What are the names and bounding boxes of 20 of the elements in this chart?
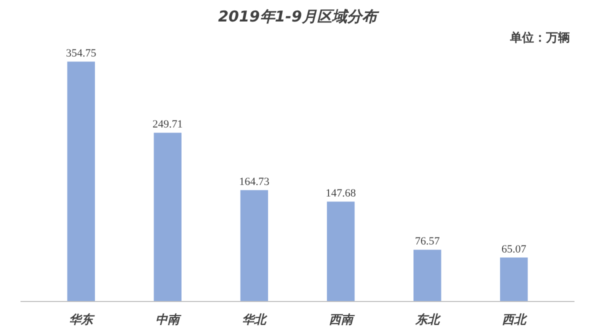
bar	[67, 62, 95, 302]
data-label: 354.75	[66, 48, 97, 60]
x-tick-label: 西北	[502, 312, 528, 326]
x-tick-label: 东北	[414, 312, 442, 326]
text: 单位：万辆	[509, 30, 570, 44]
x-tick-label: 华北	[242, 312, 268, 326]
bar	[500, 258, 528, 302]
bar	[326, 202, 355, 302]
x-tick-label: 华东	[69, 312, 96, 326]
data-label: 164.73	[239, 176, 270, 188]
chart-title: 2019年1-9月区域分布	[218, 8, 380, 26]
data-label: 65.07	[502, 244, 527, 256]
bar	[154, 132, 182, 302]
x-tick-label: 中南	[156, 312, 182, 326]
data-label: 249.71	[152, 118, 183, 131]
x-tick-label: 西南	[328, 312, 355, 326]
bar	[240, 190, 268, 302]
data-label: 147.68	[326, 188, 356, 200]
bar	[413, 250, 442, 302]
data-label: 76.57	[414, 236, 440, 248]
